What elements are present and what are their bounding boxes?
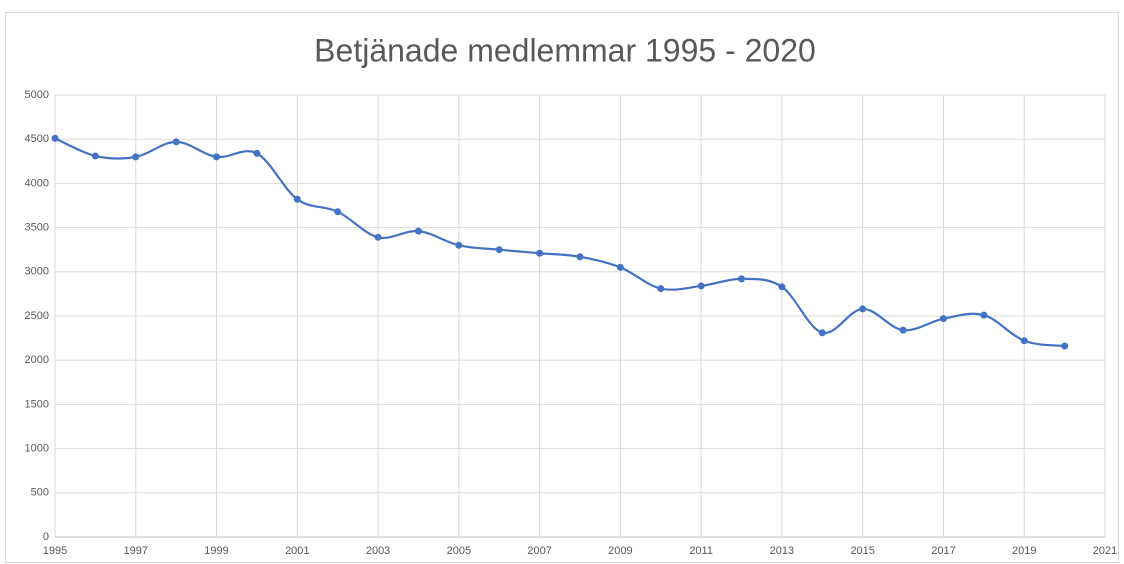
y-tick-label: 1000 xyxy=(25,443,49,455)
chart-frame xyxy=(5,12,1119,563)
x-tick-label: 2013 xyxy=(770,545,794,557)
marker xyxy=(899,326,907,334)
marker xyxy=(738,275,746,283)
y-tick-label: 4500 xyxy=(25,133,49,145)
marker xyxy=(980,311,988,319)
marker xyxy=(859,305,867,313)
marker xyxy=(778,283,786,291)
x-tick-label: 2015 xyxy=(850,545,874,557)
marker xyxy=(657,285,665,293)
marker xyxy=(91,152,99,160)
marker xyxy=(1020,337,1028,345)
y-tick-label: 4000 xyxy=(25,177,49,189)
x-tick-label: 2011 xyxy=(689,545,713,557)
marker xyxy=(616,263,624,271)
x-tick-label: 1997 xyxy=(124,545,148,557)
marker xyxy=(213,153,221,161)
chart-title: Betjänade medlemmar 1995 - 2020 xyxy=(314,32,816,68)
marker xyxy=(132,153,140,161)
marker xyxy=(293,195,301,203)
marker xyxy=(818,329,826,337)
x-tick-label: 2007 xyxy=(527,545,551,557)
y-tick-label: 500 xyxy=(31,487,49,499)
y-tick-label: 3500 xyxy=(25,222,49,234)
marker xyxy=(334,208,342,216)
marker xyxy=(253,149,261,157)
x-tick-label: 2005 xyxy=(447,545,471,557)
x-tick-label: 2021 xyxy=(1093,545,1117,557)
y-tick-label: 0 xyxy=(43,531,49,543)
y-tick-label: 5000 xyxy=(25,89,49,101)
y-tick-label: 2500 xyxy=(25,310,49,322)
x-tick-label: 1995 xyxy=(43,545,67,557)
y-tick-label: 2000 xyxy=(25,354,49,366)
x-tick-label: 2019 xyxy=(1012,545,1036,557)
marker xyxy=(172,138,180,146)
x-tick-label: 1999 xyxy=(204,545,228,557)
marker xyxy=(414,227,422,235)
x-tick-label: 2017 xyxy=(931,545,955,557)
marker xyxy=(455,241,463,249)
line xyxy=(54,137,1065,348)
x-tick-label: 2003 xyxy=(366,545,390,557)
x-tick-label: 2009 xyxy=(608,545,632,557)
marker xyxy=(939,315,947,323)
marker xyxy=(374,233,382,241)
marker xyxy=(576,253,584,261)
y-tick-label: 1500 xyxy=(25,398,49,410)
y-tick-label: 3000 xyxy=(25,266,49,278)
x-tick-label: 2001 xyxy=(285,545,309,557)
marker xyxy=(536,249,544,257)
marker xyxy=(51,134,59,142)
marker xyxy=(697,282,705,290)
marker xyxy=(495,246,503,254)
marker xyxy=(1061,342,1069,350)
